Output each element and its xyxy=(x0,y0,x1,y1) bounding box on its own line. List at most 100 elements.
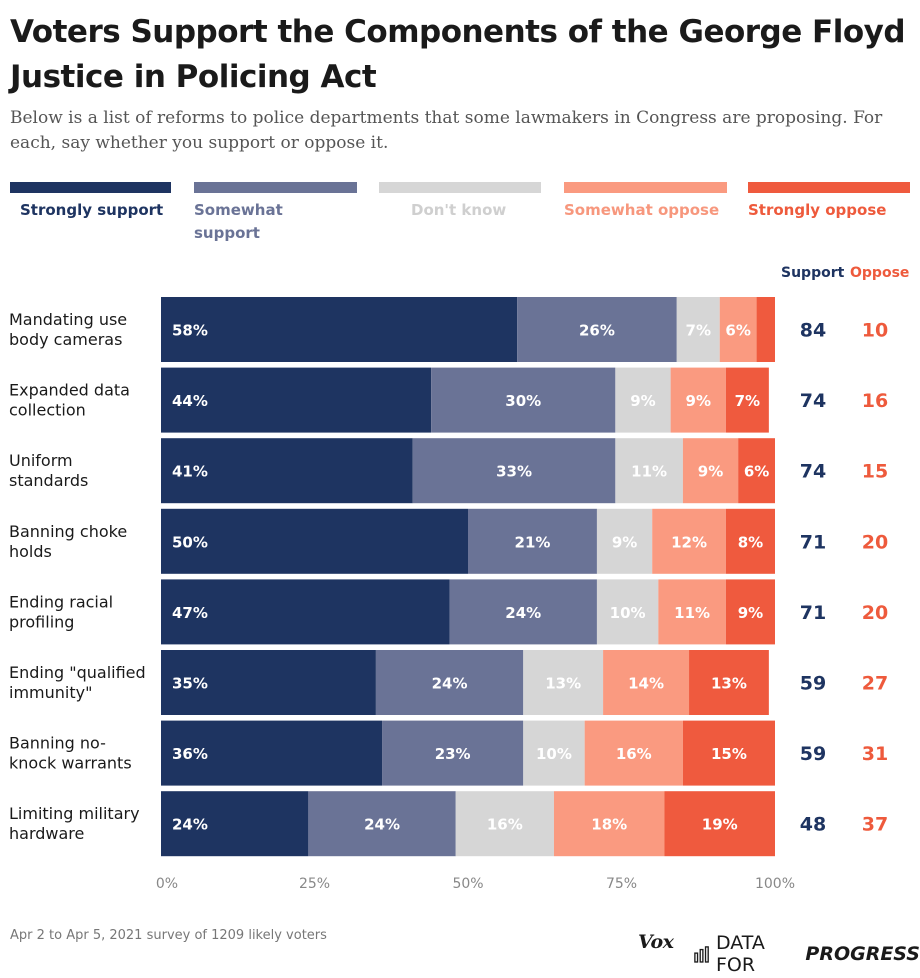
bar-segment xyxy=(161,438,413,504)
bar-chart-icon xyxy=(694,946,709,963)
bar-segment xyxy=(658,579,726,645)
bar-segment xyxy=(449,579,597,645)
vox-logo: Vox xyxy=(638,931,674,953)
bar-segment xyxy=(682,720,775,786)
bar-segment xyxy=(161,579,450,645)
oppose-total: 16 xyxy=(862,390,888,412)
data-label: 50% xyxy=(172,533,208,551)
bar-segment xyxy=(682,438,739,504)
data-label: 33% xyxy=(496,463,532,481)
bar-segment xyxy=(584,720,683,786)
data-label: 7% xyxy=(735,392,760,410)
data-label: 9% xyxy=(738,604,763,622)
support-total: 59 xyxy=(800,673,826,695)
bar-segment xyxy=(308,791,456,857)
dfp-regular-text: DATA FOR xyxy=(715,932,765,976)
legend-swatch xyxy=(564,182,727,193)
oppose-total: 15 xyxy=(862,461,888,483)
data-label: 18% xyxy=(591,816,627,834)
bar-segment xyxy=(676,297,720,362)
data-label: 19% xyxy=(702,816,738,834)
chart-title: Voters Support the Components of the Geo… xyxy=(10,14,906,95)
oppose-total: 10 xyxy=(862,320,888,342)
category-label: holds xyxy=(9,542,52,561)
bar-segment xyxy=(431,367,616,433)
bar-segment xyxy=(161,367,432,433)
data-label: 9% xyxy=(612,533,637,551)
bar-segment xyxy=(553,791,665,857)
legend-swatch xyxy=(10,182,171,193)
bar-segment xyxy=(161,508,468,574)
data-label: 24% xyxy=(432,675,468,693)
legend-swatch xyxy=(748,182,910,193)
support-total: 74 xyxy=(800,390,826,412)
oppose-total: 37 xyxy=(862,814,888,836)
bar-segment xyxy=(161,297,518,362)
legend-label: Strongly oppose xyxy=(748,201,887,219)
data-for-progress-logo: DATA FOR PROGRESS xyxy=(694,932,920,976)
legend-swatch xyxy=(379,182,541,193)
bar-segment xyxy=(382,720,524,786)
data-label: 24% xyxy=(505,604,541,622)
data-label: 47% xyxy=(172,604,208,622)
bar-segment xyxy=(161,650,376,715)
bar-segment xyxy=(719,297,757,362)
category-label: body cameras xyxy=(9,330,122,349)
data-label: 11% xyxy=(674,604,710,622)
bar-segment xyxy=(412,438,616,504)
oppose-total: 20 xyxy=(862,531,888,553)
support-total: 48 xyxy=(800,814,826,836)
bar-segment xyxy=(523,720,585,786)
data-label: 6% xyxy=(744,463,769,481)
data-label: 30% xyxy=(505,392,541,410)
bar-segment xyxy=(756,297,775,362)
category-label: knock warrants xyxy=(9,754,132,773)
category-label: Banning choke xyxy=(9,522,127,541)
data-label: 10% xyxy=(536,745,572,763)
bar-segment xyxy=(161,720,383,786)
x-tick-label: 50% xyxy=(452,876,483,892)
bar-segment xyxy=(664,791,775,857)
data-label: 9% xyxy=(698,463,723,481)
bar-segment xyxy=(725,508,775,574)
data-label: 16% xyxy=(616,745,652,763)
support-total: 59 xyxy=(800,743,826,765)
data-label: 13% xyxy=(711,675,747,693)
data-label: 21% xyxy=(515,533,551,551)
dfp-bold-text: PROGRESS xyxy=(805,943,920,965)
bar-segment xyxy=(725,579,775,645)
category-label: Uniform xyxy=(9,451,73,470)
category-label: hardware xyxy=(9,824,84,843)
category-label: standards xyxy=(9,471,88,490)
data-label: 23% xyxy=(435,745,471,763)
oppose-column-header: Oppose xyxy=(850,265,910,281)
data-label: 44% xyxy=(172,392,208,410)
oppose-total: 20 xyxy=(862,602,888,624)
bar-segment xyxy=(596,579,659,645)
bar-segment xyxy=(523,650,604,715)
bar-segment xyxy=(596,508,653,574)
bar-segment xyxy=(517,297,677,362)
legend: Strongly support Somewhat support Don't kn… xyxy=(0,182,920,252)
data-label: 9% xyxy=(686,392,711,410)
data-label: 41% xyxy=(172,463,208,481)
legend-label: Strongly support xyxy=(20,201,164,219)
data-label: 58% xyxy=(172,322,208,340)
legend-label: Somewhat support xyxy=(194,201,283,242)
data-label: 13% xyxy=(545,675,581,693)
bar-segment xyxy=(375,650,524,715)
data-label: 36% xyxy=(172,745,208,763)
bar-segment xyxy=(725,367,769,433)
category-label: collection xyxy=(9,401,86,420)
footnote: Apr 2 to Apr 5, 2021 survey of 1209 like… xyxy=(10,928,327,943)
data-label: 7% xyxy=(686,322,711,340)
bar-segment xyxy=(689,650,769,715)
category-label: immunity" xyxy=(9,683,92,702)
support-total: 71 xyxy=(800,602,826,624)
support-column-header: Support xyxy=(781,265,845,281)
bar-segment xyxy=(468,508,597,574)
category-label: Expanded data xyxy=(9,381,130,400)
support-total: 74 xyxy=(800,461,826,483)
bar-segment xyxy=(455,791,554,857)
